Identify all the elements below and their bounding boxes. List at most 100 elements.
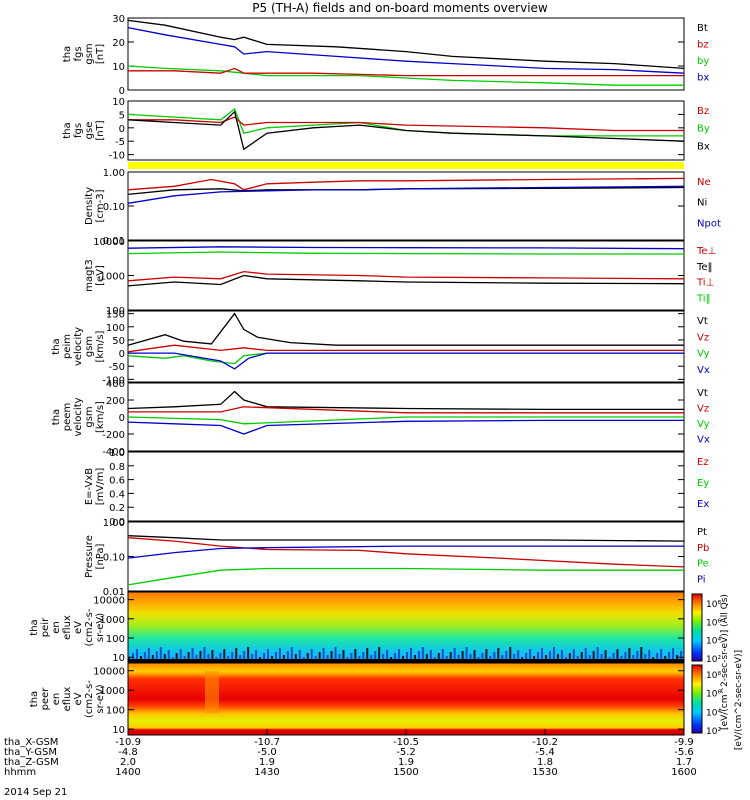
y-tick-label: 30 [112, 14, 125, 25]
spectrogram-noise [509, 647, 512, 663]
colorbar-label: 10⁶ [706, 690, 721, 700]
x-row-value: -10.7 [254, 737, 280, 748]
panel-temperature: 10000 1000 100 magt3 [eV] Te⊥ Te‖ Ti⊥ Ti‖ [84, 237, 716, 317]
legend-label: Pb [697, 543, 709, 554]
spectrogram-noise [223, 649, 226, 663]
legend-label: Ni [697, 198, 707, 209]
x-row-value: 1600 [671, 767, 696, 778]
legend-label: Ex [697, 499, 709, 510]
panel-peir-spectrogram: 10⁸ 10⁶ 10⁴ 10² 10000 1000 100 10 tha peir en eflux… [29, 591, 721, 665]
spectrogram-noise [672, 648, 675, 663]
spectrogram-base [128, 659, 684, 663]
y-tick-label: 0 [119, 124, 125, 135]
colorbar [691, 593, 703, 662]
series-line [127, 270, 685, 282]
legend-label: Ne [697, 177, 711, 188]
y-axis-label-line: tha [29, 619, 40, 635]
spectrogram-noise [330, 651, 333, 663]
y-axis-label-line: gsm [84, 43, 95, 64]
x-row-value: -5.6 [674, 747, 694, 758]
y-axis-label: tha peer en eflux eV (cm2-s-sr-eV) [29, 680, 106, 718]
y-tick-label: -400 [102, 447, 125, 458]
y-axis-label-line: gse [84, 122, 95, 140]
colorbar-label: 10⁴ [706, 637, 721, 647]
y-tick-label: 0.10 [103, 553, 125, 564]
spectrogram-noise [421, 647, 424, 663]
legend-label: Bz [697, 106, 709, 117]
y-axis-label-line: sr-eV) [95, 613, 106, 642]
spectrogram-noise [374, 651, 377, 663]
spectrogram-noise [668, 652, 671, 663]
y-axis-label: magt3 [eV] [84, 259, 106, 292]
y-axis-label-line: gsm [84, 336, 95, 357]
y-tick-label: 0.01 [103, 236, 125, 247]
spectrogram-noise [366, 648, 369, 663]
y-axis-label-line: eV [73, 621, 84, 634]
spectrogram-noise [604, 650, 607, 663]
spectrogram-noise [294, 654, 297, 663]
y-axis-label-line: eflux [62, 615, 73, 640]
series-line [127, 537, 685, 568]
legend-label: Vz [697, 332, 709, 343]
legend-label: Vz [697, 404, 709, 415]
spectrogram-noise [398, 649, 401, 663]
y-tick-label: -100 [102, 375, 125, 386]
spectrogram-noise [175, 653, 178, 663]
spectrogram-noise [584, 648, 587, 663]
spectrogram-noise [572, 649, 575, 663]
spectrogram-noise [203, 647, 206, 663]
spectrogram-noise [640, 647, 643, 663]
series-line [127, 185, 685, 204]
chart-title: P5 (TH-A) fields and on-board moments ov… [252, 1, 548, 15]
spectrogram-noise [322, 648, 325, 663]
x-row-value: -5.2 [396, 747, 416, 758]
spectrogram-noise [596, 647, 599, 663]
y-tick-label: 100 [106, 706, 125, 717]
y-axis-label: Pressure [nPa] [84, 535, 106, 578]
spectrogram-noise [267, 649, 269, 663]
legend-label: Vt [697, 316, 708, 327]
y-axis-label-line: velocity [73, 327, 84, 366]
spectrogram-noise [560, 650, 563, 663]
x-row-value: 1.9 [259, 757, 275, 768]
legend-label: Vx [697, 435, 710, 446]
y-tick-label: 0 [119, 413, 125, 424]
legend-label: By [697, 124, 710, 135]
y-axis-label-line: [eV] [95, 265, 106, 286]
y-tick-label: 150 [106, 310, 125, 321]
x-row-value: -10.2 [532, 737, 558, 748]
y-tick-label: 1000 [100, 615, 125, 626]
spectrogram-noise [453, 648, 456, 663]
spectrogram-noise [417, 651, 420, 663]
spectrogram-field [128, 663, 684, 735]
panel-peem-velocity: 400 200 0 -200 -400 tha peem velocity gsm [km/s] V… [51, 379, 710, 458]
spectrogram-noise [556, 654, 559, 663]
y-axis-label-line: peim [62, 334, 73, 359]
y-axis-label-line: tha [62, 46, 73, 62]
y-axis-label-line: [mV/m] [95, 468, 106, 506]
y-axis-label: E=-VxB [mV/m] [84, 468, 106, 506]
spectrogram-noise [191, 648, 194, 663]
y-axis-label-line: E=-VxB [84, 468, 95, 505]
y-tick-label: 1.00 [103, 518, 125, 529]
y-axis-label: tha peir en eflux eV (cm2-s-sr-eV) [29, 608, 106, 646]
spectrogram-noise [461, 651, 464, 663]
spectrogram-noise [548, 651, 551, 663]
spectrogram-noise [660, 649, 663, 663]
spectrogram-noise [263, 653, 266, 663]
data-availability-bar [128, 162, 684, 169]
x-row-label: tha_Z-GSM [4, 757, 59, 768]
legend-label: Npot [697, 218, 721, 229]
colorbar [691, 664, 703, 734]
y-tick-label: 10000 [93, 237, 125, 248]
spectrogram-noise [306, 653, 309, 663]
spectrogram-noise [541, 648, 544, 663]
spectrogram-noise [465, 647, 468, 663]
y-axis-label-line: peir [40, 617, 51, 637]
legend-label: bz [697, 40, 709, 51]
series-line [128, 406, 684, 414]
spectrogram-noise [469, 654, 472, 663]
y-tick-label: 0.6 [109, 476, 125, 487]
